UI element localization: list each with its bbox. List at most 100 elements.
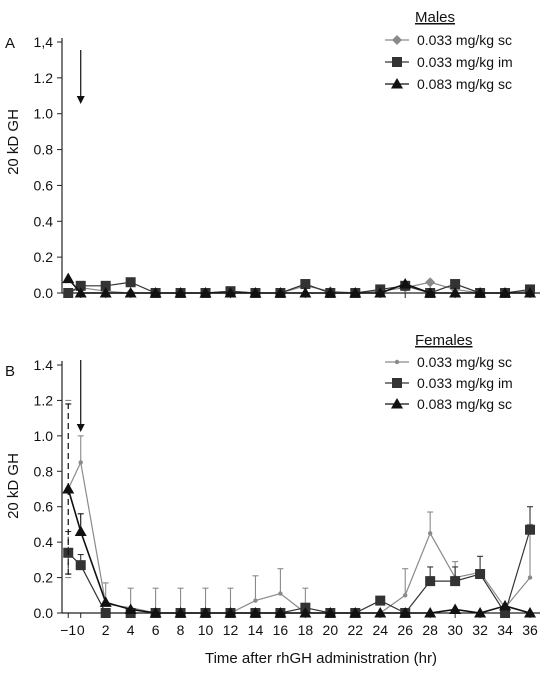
data-point: [374, 287, 387, 298]
data-point: [274, 607, 287, 618]
legend-entry: 0.033 mg/kg im: [417, 375, 513, 391]
data-point: [99, 287, 112, 298]
x-tick-label: −1: [60, 622, 76, 638]
y-tick-label: 0.2: [34, 249, 54, 265]
data-point: [375, 595, 386, 606]
series-1: [63, 506, 536, 618]
data-point: [499, 599, 512, 611]
legend-entry: 0.083 mg/kg sc: [417, 76, 512, 92]
y-tick-label: 0.4: [34, 534, 54, 550]
data-point: [524, 287, 537, 298]
y-tick-label: 0.0: [34, 605, 54, 621]
data-point: [403, 593, 408, 598]
data-point: [278, 591, 283, 596]
y-tick-label: 0.8: [34, 142, 54, 158]
x-tick-label: 8: [177, 622, 185, 638]
x-tick-label: 30: [447, 622, 463, 638]
data-point: [249, 287, 262, 298]
series-2: [62, 403, 537, 618]
data-point: [62, 483, 75, 494]
x-tick-label: 34: [497, 622, 513, 638]
x-tick-label: 4: [127, 622, 135, 638]
x-tick-label: 24: [372, 622, 388, 638]
data-point: [74, 525, 87, 537]
series-line: [67, 278, 531, 294]
series-2: [62, 272, 537, 298]
legend-entry: 0.083 mg/kg sc: [417, 396, 512, 412]
legend: Females 0.033 mg/kg sc 0.033 mg/kg im 0.083…: [385, 332, 513, 412]
x-tick-label: 10: [198, 622, 214, 638]
data-point: [74, 287, 87, 298]
data-point: [449, 603, 462, 614]
panel-b-chart: 0.00.20.40.60.81.01.21.4−1 0 2 4 6 8 10 12 14 16 1…: [5, 332, 540, 667]
legend-marker: [391, 398, 403, 409]
y-tick-label: 1.0: [34, 106, 54, 122]
data-point: [100, 608, 111, 618]
data-point: [524, 607, 537, 618]
y-axis-label: 20 kD GH: [5, 109, 22, 175]
data-point: [149, 607, 162, 618]
data-point: [224, 607, 237, 618]
y-tick-label: 1.2: [34, 392, 54, 408]
data-point: [100, 280, 111, 291]
data-point: [199, 607, 212, 618]
data-point: [174, 607, 187, 618]
series-0: [65, 399, 534, 616]
data-point: [349, 287, 362, 298]
x-tick-label: 2: [102, 622, 110, 638]
data-point: [374, 607, 387, 618]
data-point: [324, 607, 337, 618]
data-point: [450, 279, 461, 290]
y-tick-label: 1.2: [34, 70, 54, 86]
legend-entry: 0.033 mg/kg sc: [417, 354, 512, 370]
data-point: [253, 598, 258, 603]
x-tick-label: 6: [152, 622, 160, 638]
x-tick-label: 0: [77, 622, 85, 638]
series-line: [68, 281, 531, 294]
data-point: [449, 287, 462, 298]
y-tick-label: 0.6: [34, 177, 54, 193]
data-point: [474, 287, 487, 298]
data-point: [300, 279, 311, 290]
x-tick-label: 28: [422, 622, 438, 638]
legend-title: Males: [415, 9, 455, 26]
data-point: [527, 575, 533, 580]
dose-arrow-head: [76, 424, 85, 432]
legend-marker: [391, 78, 403, 89]
x-tick-label: 18: [298, 622, 314, 638]
data-point: [75, 560, 86, 571]
x-axis-label: Time after rhGH administration (hr): [205, 650, 437, 667]
data-point: [63, 288, 74, 298]
x-tick-label: 32: [472, 622, 488, 638]
data-point: [500, 608, 511, 618]
y-tick-label: 0.0: [34, 285, 54, 301]
x-tick-label: 20: [323, 622, 339, 638]
y-tick-label: 1.4: [34, 357, 54, 373]
data-point: [125, 277, 136, 288]
y-tick-label: 1.0: [34, 428, 54, 444]
x-tick-label: 16: [273, 622, 289, 638]
y-tick-label: 0.6: [34, 499, 54, 515]
data-point: [474, 607, 487, 618]
data-point: [124, 603, 137, 614]
data-point: [324, 287, 337, 298]
x-tick-label: 26: [397, 622, 413, 638]
series-line: [67, 488, 531, 614]
data-point: [124, 287, 137, 298]
y-tick-label: 0.2: [34, 570, 54, 586]
y-tick-label: 1,4: [34, 34, 54, 50]
y-axis-label: 20 kD GH: [5, 453, 22, 519]
data-point: [424, 287, 437, 298]
data-point: [78, 460, 83, 465]
data-point: [399, 607, 412, 618]
data-point: [424, 607, 437, 618]
x-tick-label: 12: [223, 622, 239, 638]
data-point: [274, 287, 287, 298]
panel-label: B: [5, 363, 15, 380]
legend-marker: [394, 359, 400, 365]
data-point: [349, 607, 362, 618]
data-point: [174, 287, 187, 298]
data-point: [75, 280, 86, 291]
data-point: [224, 287, 237, 298]
